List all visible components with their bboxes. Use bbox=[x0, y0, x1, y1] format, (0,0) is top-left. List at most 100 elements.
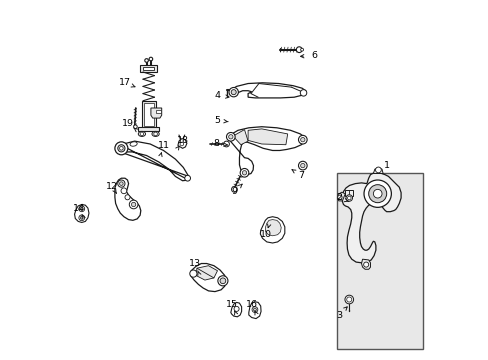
Polygon shape bbox=[156, 110, 161, 113]
Text: 1: 1 bbox=[383, 161, 389, 170]
Text: 2: 2 bbox=[335, 194, 341, 202]
Circle shape bbox=[228, 135, 232, 139]
Text: 5: 5 bbox=[214, 116, 220, 125]
Text: 3: 3 bbox=[335, 310, 341, 320]
Circle shape bbox=[115, 142, 127, 155]
Text: 11: 11 bbox=[157, 141, 169, 150]
Polygon shape bbox=[228, 127, 305, 175]
Circle shape bbox=[131, 202, 136, 207]
Circle shape bbox=[242, 171, 246, 175]
Text: 19: 19 bbox=[121, 118, 133, 127]
Circle shape bbox=[231, 90, 236, 95]
Circle shape bbox=[133, 125, 137, 129]
Circle shape bbox=[346, 297, 351, 302]
Circle shape bbox=[253, 308, 256, 311]
Polygon shape bbox=[142, 101, 155, 128]
Circle shape bbox=[368, 185, 386, 203]
Circle shape bbox=[228, 87, 238, 97]
Circle shape bbox=[189, 270, 197, 277]
Polygon shape bbox=[361, 259, 370, 269]
Polygon shape bbox=[138, 127, 159, 131]
Polygon shape bbox=[115, 178, 141, 220]
Circle shape bbox=[344, 295, 353, 304]
Polygon shape bbox=[232, 130, 247, 145]
Circle shape bbox=[140, 132, 143, 136]
Circle shape bbox=[300, 90, 306, 96]
Circle shape bbox=[231, 186, 237, 192]
Circle shape bbox=[251, 307, 257, 312]
Circle shape bbox=[347, 196, 350, 200]
Ellipse shape bbox=[152, 131, 159, 136]
Polygon shape bbox=[190, 264, 225, 292]
Text: 16: 16 bbox=[245, 300, 257, 309]
Polygon shape bbox=[337, 192, 345, 201]
Circle shape bbox=[223, 141, 229, 147]
Circle shape bbox=[220, 278, 225, 284]
Polygon shape bbox=[247, 129, 287, 145]
Circle shape bbox=[125, 195, 130, 200]
Circle shape bbox=[298, 135, 306, 144]
Bar bbox=[345, 190, 352, 196]
Circle shape bbox=[79, 206, 84, 212]
Polygon shape bbox=[230, 302, 241, 317]
Polygon shape bbox=[140, 65, 157, 72]
Circle shape bbox=[120, 147, 123, 150]
Circle shape bbox=[153, 132, 157, 136]
Circle shape bbox=[218, 276, 227, 286]
Circle shape bbox=[118, 145, 125, 152]
Text: 10: 10 bbox=[260, 230, 271, 239]
Text: 12: 12 bbox=[106, 182, 118, 191]
Circle shape bbox=[298, 161, 306, 170]
Text: 6: 6 bbox=[310, 51, 316, 60]
Polygon shape bbox=[151, 108, 162, 118]
Polygon shape bbox=[230, 83, 305, 98]
Circle shape bbox=[184, 175, 190, 181]
Circle shape bbox=[120, 182, 123, 185]
Polygon shape bbox=[342, 173, 400, 263]
Circle shape bbox=[300, 48, 303, 51]
Circle shape bbox=[240, 168, 248, 177]
Bar bbox=[337, 173, 422, 349]
Text: 18: 18 bbox=[177, 136, 189, 145]
Polygon shape bbox=[265, 220, 281, 236]
Text: 9: 9 bbox=[231, 187, 237, 196]
Circle shape bbox=[300, 138, 305, 142]
Circle shape bbox=[373, 189, 381, 198]
Circle shape bbox=[80, 216, 83, 219]
Ellipse shape bbox=[130, 142, 137, 146]
Circle shape bbox=[363, 180, 390, 207]
Circle shape bbox=[144, 59, 148, 62]
Circle shape bbox=[346, 195, 352, 201]
Circle shape bbox=[129, 200, 138, 209]
Circle shape bbox=[296, 47, 302, 53]
Text: 7: 7 bbox=[298, 171, 304, 180]
Circle shape bbox=[375, 167, 381, 173]
Polygon shape bbox=[142, 67, 154, 70]
Polygon shape bbox=[120, 141, 188, 181]
Circle shape bbox=[121, 188, 126, 194]
Polygon shape bbox=[178, 139, 186, 148]
Text: 14: 14 bbox=[73, 204, 85, 212]
Ellipse shape bbox=[138, 131, 145, 136]
Circle shape bbox=[180, 142, 183, 146]
Text: 4: 4 bbox=[214, 91, 220, 100]
Circle shape bbox=[79, 215, 84, 221]
Polygon shape bbox=[143, 103, 153, 126]
Circle shape bbox=[300, 163, 305, 168]
Circle shape bbox=[337, 195, 342, 199]
Text: 8: 8 bbox=[213, 139, 219, 148]
Circle shape bbox=[80, 207, 83, 210]
Circle shape bbox=[363, 262, 368, 267]
Polygon shape bbox=[260, 217, 284, 243]
Polygon shape bbox=[196, 266, 217, 280]
Polygon shape bbox=[373, 167, 382, 174]
Text: 15: 15 bbox=[225, 300, 238, 309]
Text: 17: 17 bbox=[119, 78, 131, 87]
Polygon shape bbox=[75, 204, 89, 222]
Text: 13: 13 bbox=[188, 259, 201, 268]
Circle shape bbox=[149, 57, 152, 61]
Polygon shape bbox=[248, 302, 261, 319]
Circle shape bbox=[226, 132, 235, 141]
Circle shape bbox=[118, 180, 125, 187]
Circle shape bbox=[234, 306, 239, 311]
